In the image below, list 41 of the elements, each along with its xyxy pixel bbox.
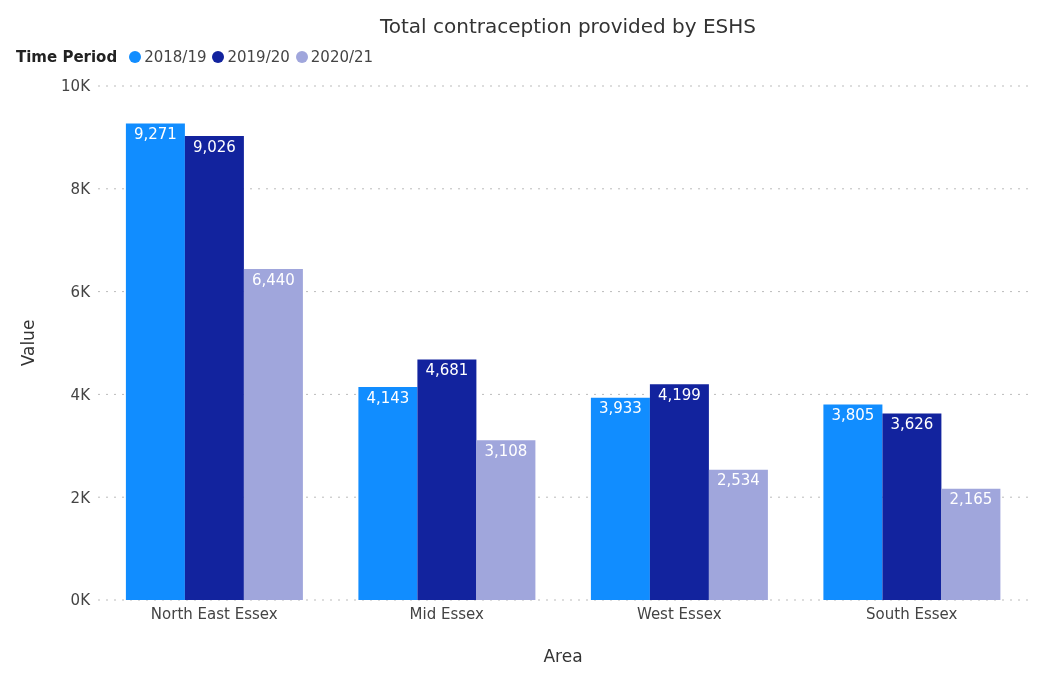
data-label: 4,143 [366,388,410,407]
bar [708,469,768,600]
bar [358,387,418,600]
x-axis-title: Area [543,646,583,666]
x-tick-label: South Essex [866,604,958,623]
bar [184,136,244,600]
y-tick-label: 0K [70,591,92,610]
data-label: 6,440 [251,270,295,289]
data-label: 3,805 [831,406,875,425]
y-tick-label: 2K [70,488,92,507]
y-axis-title: Value [18,319,39,367]
legend-label: 2018/19 [143,48,207,66]
data-label: 9,271 [133,125,177,144]
bar [649,384,709,600]
bar [243,268,303,600]
x-tick-label: West Essex [636,604,722,623]
y-tick-label: 4K [70,385,92,404]
legend-title: Time Period [16,48,118,66]
bar [417,359,477,600]
data-label: 2,165 [949,490,993,509]
data-label: 3,933 [598,399,642,418]
y-tick-label: 6K [70,282,92,301]
data-label: 4,199 [657,385,701,404]
data-label: 9,026 [192,137,236,156]
y-tick-label: 8K [70,180,92,199]
data-label: 3,626 [890,415,934,434]
y-tick-label: 10K [61,77,92,96]
data-label: 3,108 [484,441,528,460]
bar [823,404,883,600]
bar [125,123,185,600]
x-tick-label: Mid Essex [409,604,485,623]
bar [882,413,942,600]
bar [476,440,536,600]
chart-title: Total contraception provided by ESHS [378,13,758,40]
legend-label: 2020/21 [309,48,374,66]
bar [941,488,1001,600]
legend-label: 2019/20 [226,48,290,66]
x-tick-label: North East Essex [150,604,278,623]
data-label: 2,534 [716,471,760,490]
data-label: 4,681 [425,361,469,380]
bar [590,397,650,600]
